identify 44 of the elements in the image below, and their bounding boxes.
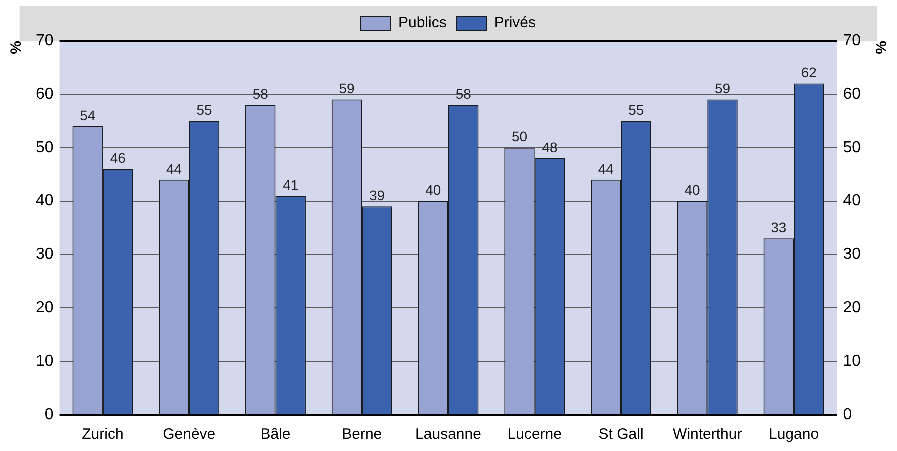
x-tick-label: Bâle bbox=[260, 426, 291, 444]
y2-tick-label: 30 bbox=[843, 246, 862, 264]
x-tick-label: Lugano bbox=[768, 426, 820, 444]
y-axis-title: % bbox=[8, 41, 26, 54]
data-label: 50 bbox=[512, 128, 528, 145]
y-tick-label: 0 bbox=[44, 406, 54, 424]
legend-label: Privés bbox=[494, 14, 536, 32]
y2-axis-title: % bbox=[872, 41, 889, 54]
data-label: 41 bbox=[283, 176, 299, 193]
y-tick-label: 40 bbox=[36, 192, 54, 210]
y2-tick-label: 40 bbox=[843, 192, 862, 210]
x-tick-label: Lucerne bbox=[508, 426, 562, 444]
data-label: 55 bbox=[196, 102, 212, 118]
data-label: 44 bbox=[598, 160, 614, 177]
data-label: 40 bbox=[684, 182, 701, 198]
y-tick-label: 70 bbox=[36, 32, 54, 50]
y-tick-label: 30 bbox=[36, 246, 54, 264]
y2-tick-label: 60 bbox=[843, 86, 862, 103]
data-label: 54 bbox=[80, 107, 96, 124]
y2-tick-label: 0 bbox=[843, 406, 852, 424]
data-label: 33 bbox=[771, 220, 787, 236]
y2-tick-label: 10 bbox=[843, 352, 862, 370]
data-label: 46 bbox=[110, 150, 126, 166]
data-label: 62 bbox=[801, 64, 818, 81]
x-tick-label: Genève bbox=[163, 426, 216, 444]
legend-label: Publics bbox=[398, 14, 447, 32]
data-label: 39 bbox=[369, 187, 386, 204]
x-tick-label: Winterthur bbox=[673, 426, 742, 444]
y-tick-label: 60 bbox=[36, 86, 54, 103]
data-label: 59 bbox=[339, 80, 355, 97]
data-label: 40 bbox=[426, 182, 442, 198]
x-tick-label: Zurich bbox=[82, 426, 124, 444]
x-tick-label: St Gall bbox=[598, 426, 644, 444]
data-label: 59 bbox=[714, 80, 731, 97]
data-label: 55 bbox=[628, 102, 644, 118]
y-tick-label: 20 bbox=[36, 300, 54, 317]
data-label: 44 bbox=[166, 160, 182, 177]
y-tick-label: 50 bbox=[36, 139, 54, 156]
y2-tick-label: 50 bbox=[843, 139, 862, 156]
x-tick-label: Berne bbox=[342, 426, 382, 444]
y2-tick-label: 70 bbox=[843, 32, 862, 50]
y-tick-label: 10 bbox=[36, 352, 54, 370]
x-tick-label: Lausanne bbox=[416, 426, 482, 444]
y2-tick-label: 20 bbox=[843, 300, 862, 317]
